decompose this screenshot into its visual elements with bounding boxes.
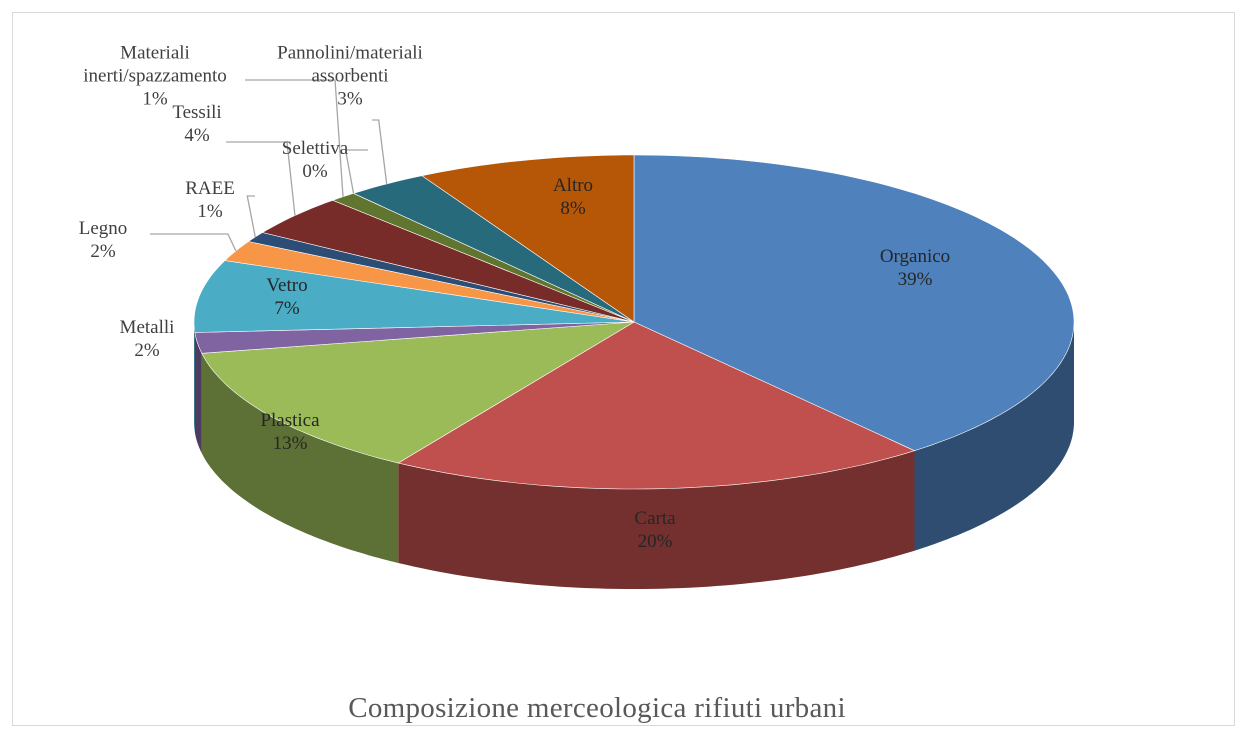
value-label: 1% (142, 88, 168, 110)
data-label: Selettiva 0% (282, 137, 348, 183)
slice (193, 260, 635, 333)
leader-line (372, 119, 388, 184)
slice (421, 154, 635, 323)
slice (261, 199, 635, 323)
value-label: 2% (134, 340, 160, 361)
value-label: 0% (302, 161, 328, 182)
slice (201, 321, 635, 464)
value-label: 3% (337, 88, 363, 110)
data-label: RAEE 1% (185, 177, 235, 223)
category-label: Tessili (172, 102, 222, 123)
data-label: Metalli 2% (120, 316, 175, 362)
category-label: RAEE (185, 178, 235, 199)
chart-title: Composizione merceologica rifiuti urbani (348, 692, 846, 724)
data-label: Plastica 13% (260, 409, 319, 455)
value-label: 1% (197, 201, 223, 222)
value-label: 7% (274, 298, 300, 319)
data-label: Legno 2% (79, 217, 128, 263)
data-label: Materiali inerti/spazzamento 1% (68, 42, 243, 111)
leader-line (246, 195, 256, 238)
leader-line (245, 79, 344, 197)
data-label: Vetro 7% (266, 274, 307, 320)
category-label: Selettiva (281, 138, 349, 159)
slice (352, 175, 635, 323)
category-label: Altro (552, 175, 594, 196)
category-label: Vetro (266, 275, 308, 296)
slice-side (201, 353, 399, 563)
value-label: 8% (560, 198, 586, 219)
value-label: 39% (897, 269, 933, 290)
value-label: 2% (90, 241, 116, 262)
data-label: Carta 20% (634, 507, 675, 553)
category-label: Materiali inerti/spazzamento (83, 42, 227, 87)
slice (397, 321, 916, 490)
value-label: 13% (272, 433, 308, 454)
slice-side (398, 450, 915, 589)
slice-sides (194, 322, 1074, 589)
value-label: 20% (637, 531, 673, 552)
data-label: Organico 39% (880, 245, 950, 291)
slice (224, 241, 635, 323)
leader-line (150, 233, 237, 252)
category-label: Metalli (119, 317, 175, 338)
category-label: Pannolini/materiali assorbenti (277, 42, 423, 87)
category-label: Organico (879, 246, 951, 267)
slice-side (194, 332, 202, 454)
slice-side (194, 322, 195, 433)
category-label: Carta (634, 508, 676, 529)
data-label: Pannolini/materiali assorbenti 3% (245, 42, 455, 111)
slice-side (914, 322, 1074, 551)
leader-line (226, 141, 296, 216)
slice (633, 154, 1075, 452)
leader-line (344, 149, 368, 194)
data-label: Altro 8% (553, 174, 593, 220)
category-label: Legno (78, 218, 128, 239)
data-label: Tessili 4% (172, 101, 221, 147)
category-label: Plastica (260, 410, 320, 431)
value-label: 4% (184, 125, 210, 146)
slice (194, 321, 635, 354)
